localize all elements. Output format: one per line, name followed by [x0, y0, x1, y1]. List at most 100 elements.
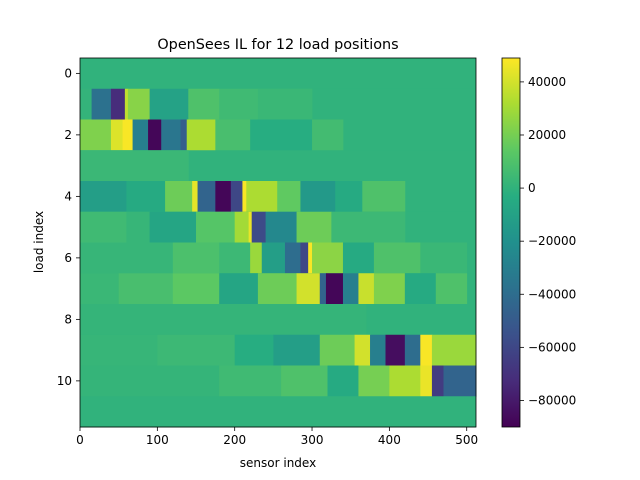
heatmap-cell-2-7: [186, 119, 216, 151]
heatmap-cell-5-7: [265, 211, 297, 243]
heatmap-cell-5-8: [296, 211, 332, 243]
heatmap-cell-1-4: [127, 88, 151, 120]
heatmap-cell-4-6: [230, 181, 243, 213]
colorbar-tick-label: −40000: [528, 287, 576, 301]
heatmap-cell-9-2: [234, 334, 274, 366]
heatmap-cell-9-9: [420, 334, 433, 366]
heatmap-cell-5-4: [234, 211, 250, 243]
heatmap-cell-10-5: [389, 365, 421, 397]
colorbar: [501, 57, 521, 428]
heatmap-cell-7-6: [319, 273, 327, 305]
y-tick-label: 2: [64, 128, 72, 142]
heatmap-cell-2-5: [161, 119, 181, 151]
heatmap-cell-6-11: [420, 242, 468, 274]
colorbar-tick-label: −60000: [528, 340, 576, 354]
heatmap-cell-1-7: [219, 88, 259, 120]
heatmap-cells: [80, 58, 477, 428]
heatmap-cell-9-5: [354, 334, 371, 366]
colorbar-ticks: −80000 −60000 −40000 −20000 0 20000 40000: [520, 75, 576, 407]
heatmap-row-11: [80, 396, 476, 428]
heatmap-cell-7-5: [296, 273, 321, 305]
y-axis-label: load index: [32, 211, 46, 273]
heatmap-cell-10-4: [358, 365, 390, 397]
heatmap-cell-7-8: [342, 273, 359, 305]
heatmap-cell-9-3: [273, 334, 321, 366]
heatmap-cell-1-2: [110, 88, 126, 120]
heatmap-cell-4-1: [126, 181, 166, 213]
heatmap-cell-7-0: [80, 273, 120, 305]
heatmap-cell-2-10: [312, 119, 344, 151]
heatmap-cell-9-6: [370, 334, 386, 366]
heatmap-cell-6-0: [80, 242, 174, 274]
heatmap-cell-2-1: [110, 119, 123, 151]
heatmap-cell-9-8: [404, 334, 421, 366]
heatmap-cell-2-9: [250, 119, 313, 151]
heatmap-row-0: [80, 58, 476, 90]
heatmap-cell-2-8: [215, 119, 251, 151]
heatmap-cell-4-0: [80, 181, 127, 213]
colorbar-tick-label: −80000: [528, 393, 576, 407]
heatmap-cell-7-9: [358, 273, 375, 305]
x-axis-ticks: 0 100 200 300 400 500: [76, 427, 478, 447]
heatmap-cell-7-11: [404, 273, 437, 305]
y-tick-label: 0: [64, 66, 72, 80]
x-tick-label: 0: [76, 433, 84, 447]
x-tick-label: 100: [146, 433, 169, 447]
heatmap-cell-4-9: [277, 181, 301, 213]
heatmap-cell-4-12: [362, 181, 406, 213]
heatmap-cell-7-10: [373, 273, 406, 305]
chart-title: OpenSees IL for 12 load positions: [157, 37, 398, 53]
heatmap-cell-6-6: [300, 242, 309, 274]
plot-frame: [79, 57, 477, 428]
heatmap-cell-4-11: [335, 181, 363, 213]
y-tick-label: 4: [64, 189, 72, 203]
heatmap-cell-4-8: [246, 181, 278, 213]
heatmap-cell-2-2: [122, 119, 133, 151]
heatmap-cell-1-0: [80, 88, 93, 120]
heatmap-cell-7-3: [219, 273, 259, 305]
heatmap-cell-6-9: [342, 242, 375, 274]
y-tick-label: 6: [64, 251, 72, 265]
heatmap-cell-2-4: [148, 119, 162, 151]
heatmap-cell-7-4: [257, 273, 297, 305]
heatmap-cell-6-1: [172, 242, 220, 274]
heatmap-cell-10-6: [420, 365, 433, 397]
heatmap-cell-10-7: [431, 365, 444, 397]
heatmap-cell-7-2: [172, 273, 220, 305]
heatmap-cell-5-5: [248, 211, 253, 243]
heatmap-cell-7-1: [118, 273, 174, 305]
x-tick-label: 500: [455, 433, 478, 447]
heatmap-cell-6-10: [373, 242, 421, 274]
colorbar-tick-label: 0: [528, 181, 536, 195]
heatmap-cell-4-4: [197, 181, 216, 213]
x-tick-label: 300: [301, 433, 324, 447]
x-tick-label: 200: [223, 433, 246, 447]
heatmap-cell-5-6: [251, 211, 267, 243]
heatmap-cell-9-1: [157, 334, 236, 366]
heatmap-cell-9-0: [80, 334, 158, 366]
heatmap-cell-2-3: [132, 119, 149, 151]
heatmap-cell-3-0: [80, 150, 189, 182]
heatmap-cell-1-6: [188, 88, 220, 120]
heatmap-cell-6-3: [250, 242, 263, 274]
colorbar-tick-label: 20000: [528, 128, 566, 142]
heatmap-cell-4-5: [215, 181, 232, 213]
heatmap-cell-4-7: [242, 181, 247, 213]
heatmap-cell-7-12: [435, 273, 468, 305]
x-tick-label: 400: [378, 433, 401, 447]
heatmap-cell-9-4: [319, 334, 355, 366]
heatmap-cell-4-3: [192, 181, 198, 213]
heatmap-cell-10-2: [281, 365, 328, 397]
x-axis-label: sensor index: [240, 456, 316, 470]
heatmap-cell-6-8: [312, 242, 344, 274]
heatmap-cell-5-1: [126, 211, 151, 243]
heatmap-cell-1-3: [124, 88, 129, 120]
heatmap-cell-2-0: [80, 119, 112, 151]
heatmap-cell-6-5: [284, 242, 301, 274]
heatmap-cell-1-1: [91, 88, 112, 120]
heatmap-cell-5-0: [80, 211, 127, 243]
heatmap-cell-4-10: [300, 181, 336, 213]
heatmap-cell-9-7: [385, 334, 406, 366]
colorbar-tick-label: 40000: [528, 75, 566, 89]
